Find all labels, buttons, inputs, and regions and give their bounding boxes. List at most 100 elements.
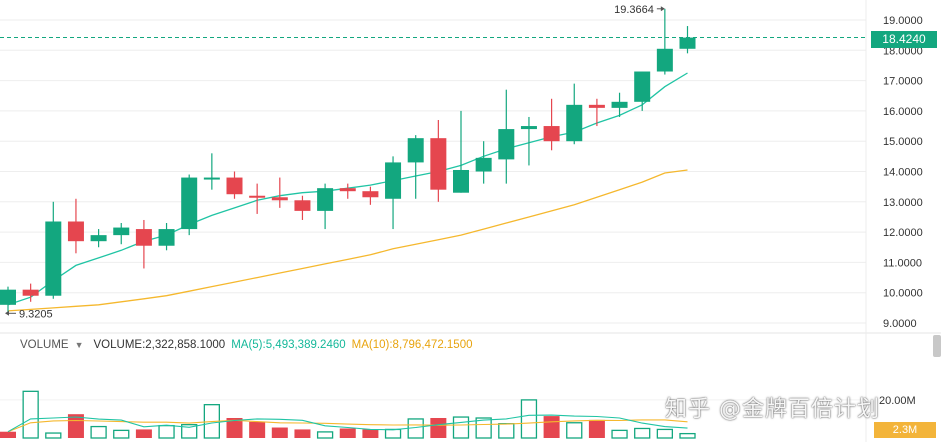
volume-ma5-value: MA(5):5,493,389.2460 [231,339,346,351]
volume-bar-down [294,429,311,438]
volume-bar-up [475,417,492,439]
price-ma-long-line [7,169,688,312]
candle-up [0,286,16,314]
candle-down [543,98,560,151]
price-tick-label: 17.0000 [883,76,923,88]
candle-body [588,104,605,108]
price-tick-label: 19.0000 [883,15,923,27]
candle-body [520,126,537,130]
candle-body [339,188,356,192]
candle-body [294,200,311,211]
candle-up [181,174,198,236]
candle-body [679,37,696,49]
candle-down [67,198,84,254]
candle-up [90,229,107,248]
candle-body [271,197,288,201]
candle-down [362,186,379,205]
candle-up [158,223,175,251]
candle-body [566,104,583,142]
volume-bar-up [452,416,470,439]
volume-bar-up [181,424,198,439]
chart-overlay: 19.3664 9.3205 [0,4,866,320]
watermark: 知乎 @金牌百倍计划 [665,397,880,422]
candle-body [475,157,492,172]
indicator-header: VOLUME ▼ VOLUME:2,322,858.1000 MA(5):5,493,… [20,339,479,355]
candle-down [22,283,39,302]
volume-bar-up [679,432,696,439]
candle-down [430,119,447,202]
volume-bar-up [22,390,39,439]
high-price-label: 19.3664 [614,4,654,16]
volume-bar-up [611,429,628,439]
candle-up [498,89,515,184]
candle-body [113,227,130,236]
candle-down [588,98,605,127]
candle-up [520,116,537,166]
candle-body [203,177,220,180]
caret-down-icon[interactable]: ▼ [74,340,84,350]
candle-body [181,177,198,230]
volume-bar-up [158,424,175,439]
volume-bar-up [90,425,107,439]
candle-body [226,177,243,195]
candle-body [249,195,266,198]
price-tick-label: 9.0000 [883,318,917,330]
candle-up [113,223,130,245]
candle-up [203,153,220,190]
volume-bar-up [498,423,515,439]
candle-up [45,201,62,299]
volume-ma10-value: MA(10):8,796,472.1500 [351,339,473,351]
price-tick-label: 14.0000 [883,167,923,179]
price-tick-label: 16.0000 [883,106,923,118]
volume-ma-lines [7,414,688,433]
candle-body [656,48,673,72]
candle-body [634,71,651,102]
candle-up [407,135,424,199]
candle-up [475,141,492,184]
candle-down [339,183,356,199]
candle-body [362,191,379,198]
price-tick-label: 18.0000 [883,45,923,57]
volume-bar-down [588,419,605,438]
candle-up [566,83,583,145]
volume-bar-down [226,417,243,438]
volume-bar-down [249,421,266,438]
volume-value: VOLUME:2,322,858.1000 [93,339,226,351]
candle-body [67,221,84,242]
volume-bar-up [45,432,62,439]
volume-bar-up [634,427,651,439]
candle-body [90,235,107,242]
candle-body [543,126,560,142]
volume-bar-down [271,427,288,438]
volume-ma10-line [7,419,688,433]
volume-bar-down [362,429,379,438]
volume-bar-down [543,416,560,438]
volume-bar-up [566,422,583,439]
candle-body [158,229,175,246]
volume-indicator-label[interactable]: VOLUME [20,339,69,351]
arrow-right-icon [660,6,665,12]
price-tick-label: 11.0000 [883,257,922,269]
price-tick-label: 15.0000 [883,136,923,148]
candle-down [271,177,288,208]
price-tick-label: 13.0000 [883,197,923,209]
volume-tick-label: 20.00M [879,395,916,407]
volume-bar-down [135,429,152,438]
candle-body [0,289,16,305]
candle-body [22,289,39,296]
candle-body [430,138,447,190]
candle-down [294,195,311,220]
candle-up [385,156,402,230]
volume-bar-up [113,429,130,439]
price-axis: 9.0000 10.0000 11.0000 12.0000 13.0000 14.000… [883,15,923,330]
candle-up [453,110,469,193]
volume-bar-down [0,431,16,438]
candle-up [656,8,673,75]
volume-bar-down [339,428,356,438]
scrollbar-handle[interactable] [933,335,941,357]
last-volume-tag: 2.3M [874,422,936,438]
arrow-left-icon [5,310,9,316]
candle-body [407,138,424,163]
